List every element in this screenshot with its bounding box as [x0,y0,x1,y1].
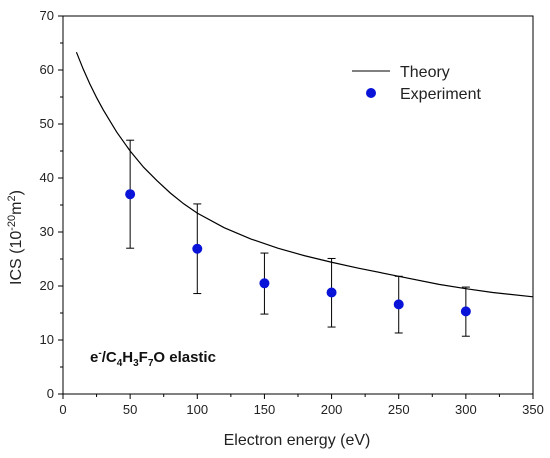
annotation-electron-sign: - [98,348,101,359]
experiment-point [460,306,471,317]
x-axis-title: Electron energy (eV) [224,432,371,449]
legend-experiment-marker [366,88,376,98]
x-tick-label: 150 [254,402,276,417]
x-tick-label: 350 [522,402,544,417]
y-axis-title-exponent: -20 [6,215,18,231]
x-tick-label: 100 [186,402,208,417]
y-tick-label: 50 [40,116,54,131]
y-tick-label: 0 [47,386,54,401]
y-tick-label: 40 [40,170,54,185]
x-tick-label: 50 [123,402,137,417]
x-tick-label: 300 [455,402,477,417]
annotation-f-subscript: 7 [148,358,154,369]
y-tick-label: 60 [40,62,54,77]
y-axis-title-unit: m [8,202,25,215]
y-axis-title-unit-exponent: 2 [6,195,18,201]
experiment-point [326,287,337,298]
y-tick-label: 20 [40,278,54,293]
y-tick-label: 70 [40,8,54,23]
plot-border [62,15,534,395]
x-axis-ticks: 0 50 100 150 200 250 300 350 [59,394,544,417]
y-axis-ticks: 0 10 20 30 40 50 60 70 [40,8,63,401]
legend-theory-label: Theory [400,64,450,81]
annotation-h-subscript: 3 [133,358,139,369]
y-axis-title-close: ) [8,190,25,195]
experiment-point [393,299,404,310]
x-tick-label: 0 [59,402,66,417]
y-axis-title: ICS (10-20m2) [6,190,25,285]
annotation-electron: e [90,349,98,366]
legend: Theory Experiment [352,64,481,103]
annotation-h: H [122,349,133,366]
annotation-c-subscript: 4 [117,358,123,369]
legend-experiment-label: Experiment [400,86,481,103]
annotation-c: /C [102,349,117,366]
annotation-f: F [139,349,148,366]
chart-annotation: e-/C4H3F7O elastic [90,348,216,369]
y-tick-label: 30 [40,224,54,239]
experiment-point [192,243,203,254]
experiment-point [125,189,136,200]
x-tick-label: 200 [321,402,343,417]
experiment-series [125,139,471,337]
plot-frame [62,15,534,395]
annotation-o-elastic: O elastic [153,349,216,366]
y-axis-title-main: ICS (10 [8,231,25,285]
x-tick-label: 250 [388,402,410,417]
experiment-point [259,278,270,289]
y-tick-label: 10 [40,332,54,347]
